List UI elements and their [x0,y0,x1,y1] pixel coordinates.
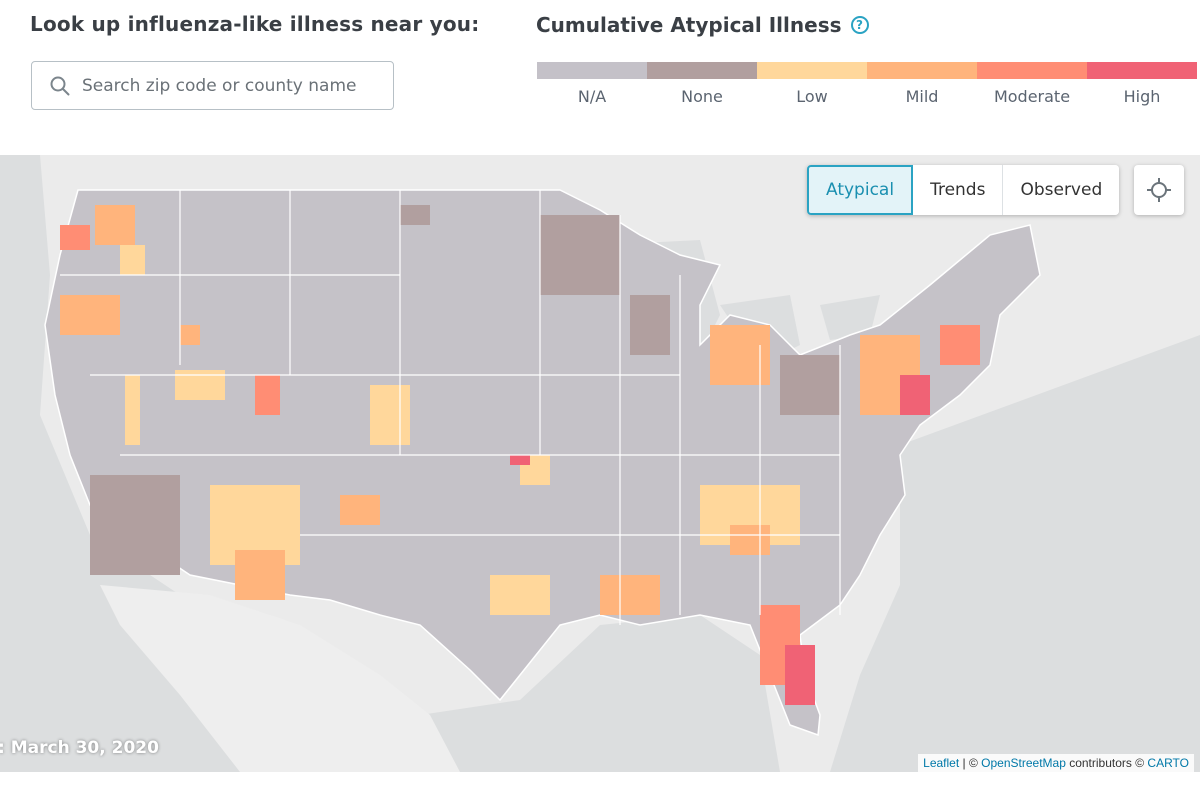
legend-label: N/A [577,87,607,106]
legend-swatch [1087,62,1197,79]
date-label: : March 30, 2020 [0,738,159,758]
legend-label: Mild [905,87,939,106]
legend-swatch [867,62,977,79]
mode-trends-button[interactable]: Trends [913,165,1004,215]
legend-item-mild: Mild [867,62,977,106]
state-borders [60,190,841,625]
attribution-contributors: contributors © [1065,756,1148,770]
legend-item-high: High [1087,62,1197,106]
legend-label: High [1123,87,1161,106]
legend-item-moderate: Moderate [977,62,1087,106]
search-icon [50,76,70,95]
atlantic-ocean [830,335,1200,772]
legend-label: Moderate [993,87,1071,106]
legend: N/A None Low Mild Moderate High [537,62,1197,106]
gulf-of-mexico [420,615,780,772]
locate-button[interactable] [1134,165,1184,215]
carto-link[interactable]: CARTO [1147,756,1189,770]
mode-atypical-button[interactable]: Atypical [807,165,914,215]
legend-label: Low [796,87,828,106]
map-attribution: Leaflet | © OpenStreetMap contributors ©… [918,754,1194,772]
pacific-ocean [0,155,300,772]
crosshair-icon [1147,178,1171,202]
legend-label: None [681,87,723,106]
leaflet-link[interactable]: Leaflet [923,756,960,770]
mode-toggle: Atypical Trends Observed [807,165,1120,215]
osm-link[interactable]: OpenStreetMap [981,756,1066,770]
legend-swatch [647,62,757,79]
legend-item-na: N/A [537,62,647,106]
legend-title: Cumulative Atypical Illness ? [536,13,869,37]
mode-observed-button[interactable]: Observed [1003,165,1120,215]
lookup-title: Look up influenza-like illness near you: [30,12,480,36]
attribution-separator: | © [959,756,982,770]
illness-map[interactable]: Atypical Trends Observed : March 30, 202… [0,155,1200,772]
search-input[interactable] [80,74,384,97]
legend-swatch [977,62,1087,79]
search-box[interactable] [31,61,394,110]
legend-item-low: Low [757,62,867,106]
mexico-land [100,585,460,772]
help-icon[interactable]: ? [850,16,869,34]
legend-title-text: Cumulative Atypical Illness [536,13,842,37]
legend-swatch [757,62,867,79]
legend-item-none: None [647,62,757,106]
heat-patches [60,205,980,705]
map-canvas[interactable] [0,155,1200,772]
legend-swatch [537,62,647,79]
